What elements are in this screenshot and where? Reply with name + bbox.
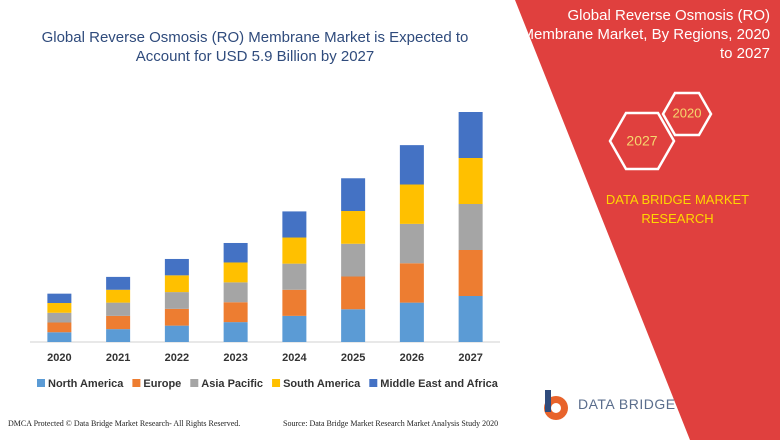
bar-segment bbox=[282, 263, 307, 290]
bar-segment bbox=[399, 145, 424, 185]
x-tick-label: 2026 bbox=[400, 352, 424, 364]
bar-segment bbox=[458, 204, 483, 250]
bar-segment bbox=[399, 184, 424, 224]
bar-segment bbox=[164, 275, 189, 293]
x-tick-label: 2023 bbox=[223, 352, 247, 364]
bar-segment bbox=[399, 263, 424, 303]
bar-segment bbox=[282, 237, 307, 264]
legend-swatch bbox=[272, 379, 281, 387]
bar-segment bbox=[106, 329, 131, 342]
bar-segment bbox=[47, 293, 72, 304]
bar-segment bbox=[47, 303, 72, 313]
bar-segment bbox=[223, 242, 248, 263]
bar-segment bbox=[164, 325, 189, 342]
logo-text: DATA BRIDGE bbox=[578, 396, 676, 412]
legend-label: Asia Pacific bbox=[201, 378, 263, 390]
x-tick-label: 2024 bbox=[282, 352, 307, 364]
x-tick-label: 2022 bbox=[165, 352, 189, 364]
bar-segment bbox=[458, 158, 483, 204]
legend-label: North America bbox=[48, 378, 124, 390]
panel-background bbox=[515, 0, 780, 440]
x-tick-label: 2027 bbox=[458, 352, 482, 364]
bar-segment bbox=[399, 223, 424, 264]
panel-title: Global Reverse Osmosis (RO) Membrane Mar… bbox=[521, 7, 770, 62]
legend-label: Europe bbox=[143, 378, 181, 390]
brand: DATA BRIDGE MARKET RESEARCH bbox=[605, 192, 750, 226]
bar-segment bbox=[282, 315, 307, 342]
legend-swatch bbox=[369, 379, 378, 387]
bar-segment bbox=[282, 289, 307, 316]
bar-segment bbox=[106, 289, 131, 303]
bar-segment bbox=[399, 302, 424, 342]
bar-segment bbox=[341, 276, 366, 310]
legend-swatch bbox=[190, 379, 199, 387]
x-tick-label: 2020 bbox=[47, 352, 71, 364]
bar-segment bbox=[47, 332, 72, 342]
bar-segment bbox=[106, 315, 131, 330]
legend-swatch bbox=[132, 379, 141, 387]
bar-segment bbox=[164, 258, 189, 276]
footer-right: Source: Data Bridge Market Research Mark… bbox=[283, 419, 499, 428]
bar-segment bbox=[458, 296, 483, 342]
hexagon bbox=[661, 91, 713, 137]
bar-segment bbox=[341, 178, 366, 212]
bar-segment bbox=[106, 302, 131, 316]
hex-label: 2020 bbox=[673, 105, 702, 120]
bar-segment bbox=[458, 112, 483, 158]
x-tick-label: 2025 bbox=[341, 352, 365, 364]
bar-segment bbox=[341, 211, 366, 244]
bar-segment bbox=[223, 282, 248, 303]
legend-label: South America bbox=[283, 378, 361, 390]
bar-segment bbox=[164, 292, 189, 309]
legend-swatch bbox=[37, 379, 45, 387]
footer-left: DMCA Protected © Data Bridge Market Rese… bbox=[8, 419, 241, 428]
hexagon bbox=[608, 111, 676, 171]
bar-segment bbox=[47, 312, 72, 323]
bar-segment bbox=[341, 309, 366, 342]
bar-segment bbox=[223, 262, 248, 283]
bar-segment bbox=[47, 322, 72, 333]
logo-icon bbox=[544, 390, 568, 420]
bar-segment bbox=[164, 308, 189, 326]
bar-segment bbox=[458, 250, 483, 296]
bar-segment bbox=[282, 211, 307, 238]
bar-segment bbox=[223, 322, 248, 342]
legend-label: Middle East and Africa bbox=[380, 378, 498, 390]
chart-title: Global Reverse Osmosis (RO) Membrane Mar… bbox=[41, 29, 469, 65]
bar-segment bbox=[106, 276, 131, 290]
x-tick-label: 2021 bbox=[106, 352, 130, 364]
hex-label: 2027 bbox=[626, 133, 657, 149]
bar-segment bbox=[341, 243, 366, 277]
bar-segment bbox=[223, 302, 248, 323]
